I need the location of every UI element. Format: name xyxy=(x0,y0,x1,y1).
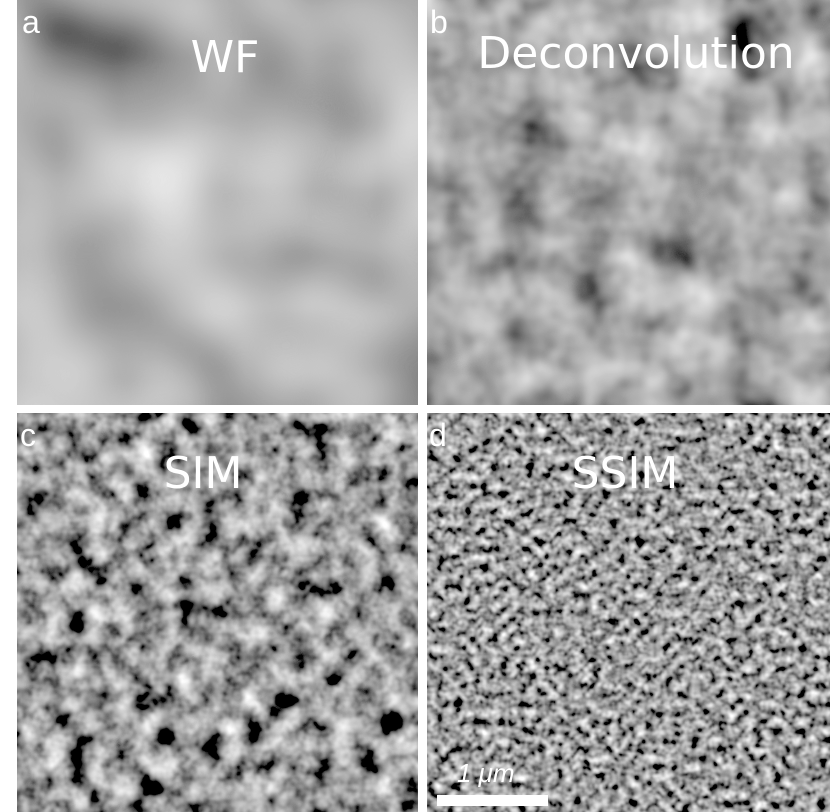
panel-title: Deconvolution xyxy=(477,28,794,79)
panel-title: WF xyxy=(191,32,260,83)
panel: a WF xyxy=(17,0,418,405)
figure: a WF b Deconvolution c SIM d SSIM 1 μm xyxy=(0,0,838,812)
panel-title: SIM xyxy=(164,448,243,499)
panel-letter: c xyxy=(20,417,36,453)
panel-title: SSIM xyxy=(572,448,679,499)
scale-bar-label: 1 μm xyxy=(457,758,515,788)
scale-bar xyxy=(437,795,548,806)
panel: c SIM xyxy=(17,413,418,812)
panel-letter: a xyxy=(22,4,40,40)
panel: d SSIM 1 μm xyxy=(427,413,830,812)
panel-letter: b xyxy=(430,4,448,40)
panel: b Deconvolution xyxy=(427,0,830,405)
panel-letter: d xyxy=(429,417,447,453)
